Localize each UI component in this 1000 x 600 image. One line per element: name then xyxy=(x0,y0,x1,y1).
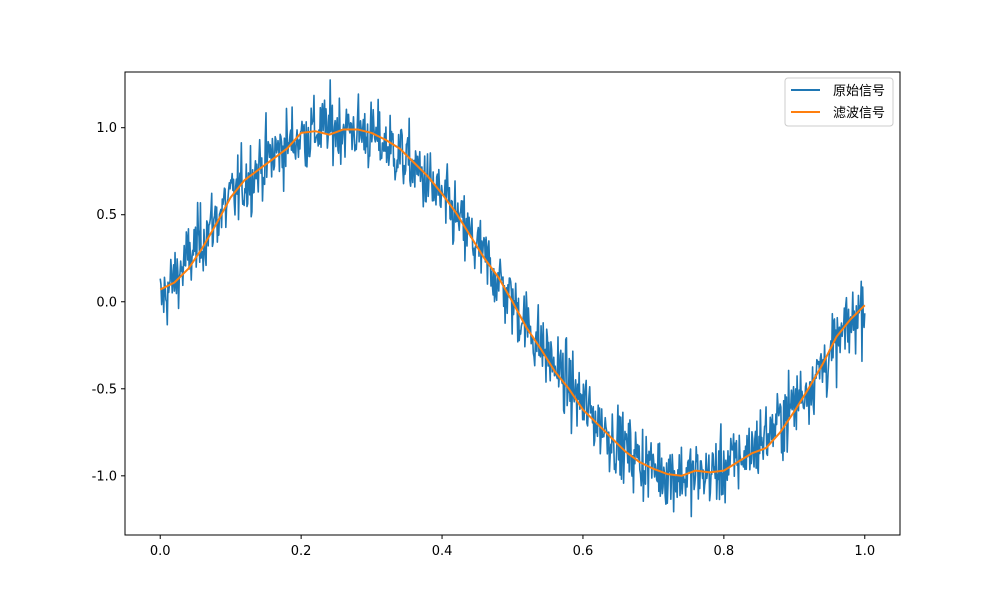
plot-frame xyxy=(124,71,901,536)
y-tick-label: 1.0 xyxy=(96,121,117,136)
legend-label-raw: 原始信号 xyxy=(833,84,885,99)
series-line-raw xyxy=(159,79,866,518)
x-axis-ticks: 0.0 0.2 0.4 0.6 0.8 1.0 xyxy=(150,535,875,559)
x-tick-label: 0.6 xyxy=(573,544,594,559)
y-axis-ticks: -1.0 -0.5 0.0 0.5 1.0 xyxy=(92,121,125,484)
x-tick-label: 0.0 xyxy=(150,544,171,559)
legend-label-filtered: 滤波信号 xyxy=(833,106,885,121)
x-tick-label: 1.0 xyxy=(854,544,875,559)
y-tick-label: -0.5 xyxy=(92,382,117,397)
x-tick-label: 0.4 xyxy=(432,544,453,559)
series-line-filtered xyxy=(159,128,866,477)
y-tick-label: 0.0 xyxy=(96,295,117,310)
series-layer xyxy=(159,79,866,518)
x-tick-label: 0.2 xyxy=(291,544,312,559)
x-tick-label: 0.8 xyxy=(714,544,735,559)
legend: 原始信号 滤波信号 xyxy=(784,77,894,127)
y-tick-label: -1.0 xyxy=(92,469,117,484)
y-tick-label: 0.5 xyxy=(96,208,117,223)
